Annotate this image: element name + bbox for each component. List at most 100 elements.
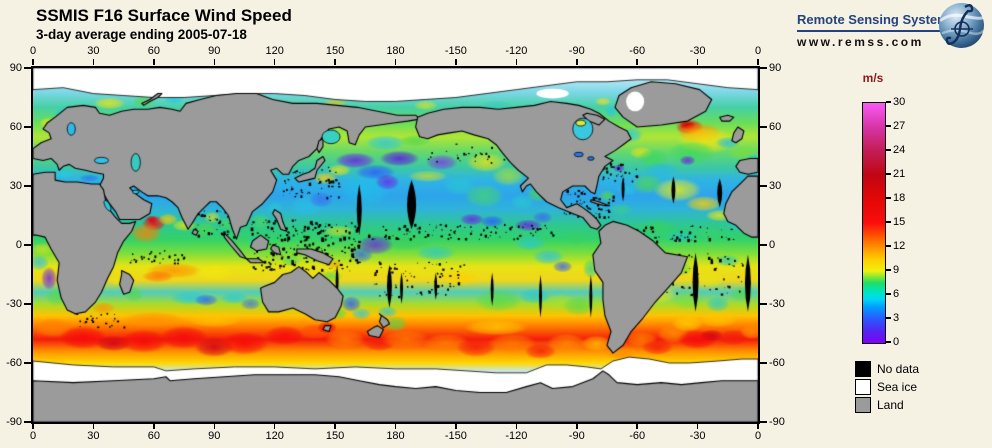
no-data-swatch [855,361,871,377]
lat-tick-right [760,126,767,128]
world-map-frame [31,66,760,424]
lon-tick-top [757,59,759,65]
lon-tick-bottom [455,423,457,429]
lon-tick-label-bottom: -60 [629,430,646,442]
lat-tick-right [760,303,767,305]
colorbar-tick-label: 0 [893,335,900,348]
lon-tick-label-top: -30 [689,45,706,57]
lon-tick-label-top: -120 [505,45,528,57]
lat-tick-right [760,244,767,246]
lon-tick-label-bottom: 90 [208,430,221,442]
lon-tick-label-bottom: -150 [444,430,467,442]
lon-tick-label-bottom: -90 [568,430,585,442]
lon-tick-label-bottom: 150 [325,430,345,442]
lon-tick-bottom [757,423,759,429]
colorbar-tick-label: 27 [893,119,906,132]
page-title: SSMIS F16 Surface Wind Speed [36,6,292,25]
colorbar-tick [886,221,891,223]
colorbar-tick [886,341,891,343]
lon-tick-label-bottom: 180 [386,430,405,442]
lat-tick-left [24,244,31,246]
lon-tick-label-top: -150 [444,45,467,57]
colorbar [862,102,886,344]
sea-ice-swatch [855,379,871,395]
colorbar-tick-label: 30 [893,95,906,108]
lon-tick-top [455,59,457,65]
lon-tick-top [576,59,578,65]
lat-tick-label-left: -60 [6,357,22,369]
lon-tick-label-top: 0 [29,45,37,57]
lon-tick-label-top: 90 [208,45,221,57]
lon-tick-bottom [394,423,397,429]
lon-tick-bottom [32,423,34,429]
lon-tick-bottom [636,423,638,429]
page-subtitle: 3-day average ending 2005-07-18 [36,27,247,42]
lon-tick-label-top: 30 [87,45,100,57]
lon-tick-bottom [334,423,336,429]
remss-logo-text: Remote Sensing Systems [797,12,956,32]
lon-tick-label-top: 180 [386,45,405,57]
lat-tick-label-right: 90 [769,62,782,74]
lon-tick-label-top: 0 [754,45,762,57]
lon-tick-bottom [213,423,215,429]
lon-tick-label-bottom: 30 [87,430,100,442]
colorbar-tick [886,317,891,319]
colorbar-tick-label: 21 [893,167,906,180]
no-data-label: No data [877,362,920,376]
lon-tick-label-bottom: 0 [29,430,37,442]
lon-tick-top [334,59,336,65]
colorbar-tick [886,245,891,247]
lon-tick-bottom [153,423,155,429]
lat-tick-label-left: 90 [9,62,22,74]
colorbar-tick-label: 18 [893,191,906,204]
lon-tick-bottom [273,423,276,429]
colorbar-tick-label: 15 [893,215,906,228]
lat-tick-left [24,421,31,423]
colorbar-tick [886,173,891,175]
lat-tick-right [760,421,767,423]
lon-tick-label-bottom: -120 [505,430,528,442]
lat-tick-right [760,185,767,187]
lat-tick-left [24,67,31,69]
lon-tick-label-top: -60 [629,45,646,57]
lon-tick-label-bottom: 60 [147,430,160,442]
lat-tick-label-left: 60 [9,121,22,133]
remss-url-link[interactable]: www.remss.com [797,35,924,49]
lon-tick-bottom [696,423,699,429]
lat-tick-label-left: -90 [6,416,22,428]
colorbar-tick [886,197,891,199]
lon-tick-top [213,59,215,65]
wind-speed-map-canvas [33,68,758,422]
lon-tick-bottom [515,423,518,429]
colorbar-unit-label: m/s [862,71,884,85]
lon-tick-label-bottom: -30 [689,430,706,442]
remss-globe-logo-icon [938,2,985,49]
lon-tick-top [273,59,276,65]
land-swatch [855,397,871,413]
lat-tick-label-left: -30 [6,298,22,310]
lat-tick-label-left: 30 [9,180,22,192]
lon-tick-top [636,59,638,65]
lon-tick-top [92,59,95,65]
colorbar-tick [886,125,891,127]
colorbar-tick-label: 24 [893,143,906,156]
colorbar-tick [886,101,891,103]
lon-tick-bottom [92,423,95,429]
colorbar-tick-label: 12 [893,239,906,252]
lat-tick-label-right: -30 [769,298,785,310]
colorbar-tick-label: 9 [893,263,900,276]
colorbar-tick [886,293,891,295]
land-label: Land [877,398,904,412]
colorbar-tick [886,149,891,151]
lon-tick-top [696,59,699,65]
lon-tick-label-top: 120 [265,45,284,57]
lon-tick-label-bottom: 0 [754,430,762,442]
lat-tick-left [24,362,31,364]
lat-tick-left [24,185,31,187]
lon-tick-top [32,59,34,65]
lat-tick-left [24,126,31,128]
lon-tick-bottom [576,423,578,429]
lat-tick-label-right: 60 [769,121,782,133]
lat-tick-left [24,303,31,305]
